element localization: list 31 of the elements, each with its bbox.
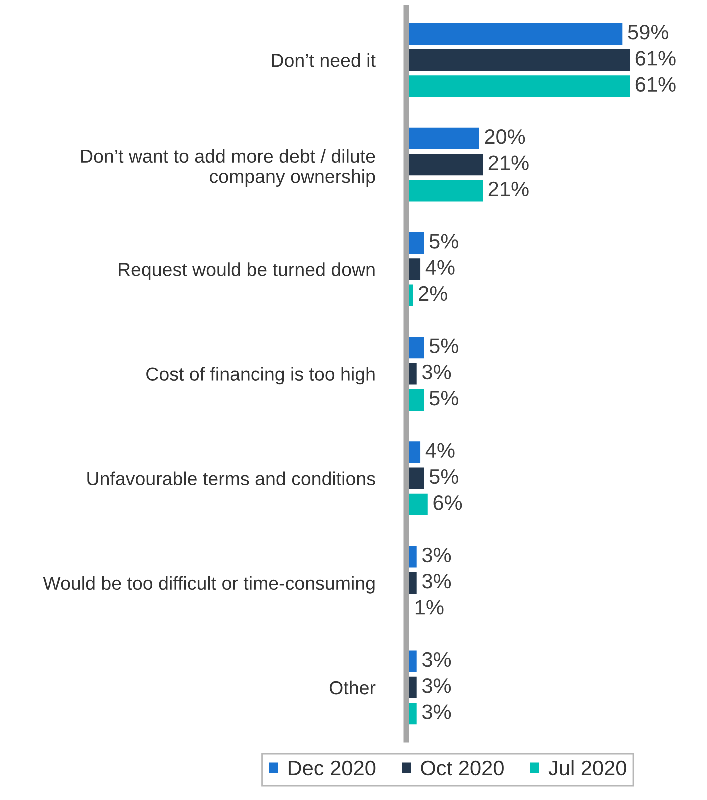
data-label: 59% (628, 24, 668, 40)
legend-label: Oct 2020 (421, 760, 504, 776)
y-tick-label: Don’t want to add more debt / dilute company ownership (82, 149, 376, 187)
data-label: 4% (426, 260, 455, 275)
y-tick-label: Cost of financing is too high (146, 367, 375, 385)
data-label: 1% (416, 600, 444, 615)
data-label: 3% (422, 548, 452, 563)
data-label: 61% (636, 51, 676, 66)
data-label: 3% (422, 652, 452, 668)
data-label: 4% (426, 443, 455, 458)
data-label: 3% (422, 364, 452, 380)
data-label: 2% (419, 286, 448, 302)
data-label: 21% (488, 156, 529, 170)
y-tick-label: Request would be turned down (119, 262, 375, 280)
data-label: 61% (636, 77, 676, 92)
y-tick-label: Don’t need it (272, 53, 376, 68)
y-tick-label: Other (330, 680, 376, 695)
legend-label: Jul 2020 (548, 760, 626, 776)
data-label: 3% (422, 678, 452, 694)
data-label: 5% (430, 338, 458, 354)
data-label: 3% (422, 574, 452, 589)
data-label: 20% (485, 130, 526, 144)
legend-label: Dec 2020 (288, 760, 376, 776)
data-label: 6% (434, 496, 462, 510)
y-tick-label: Would be too difficult or time-consuming (43, 576, 375, 594)
data-label: 5% (430, 470, 458, 484)
data-label: 5% (430, 391, 458, 406)
data-label: 3% (422, 704, 452, 720)
y-tick-label: Unfavourable terms and conditions (88, 472, 376, 486)
data-label: 21% (488, 182, 529, 197)
data-label: 5% (430, 234, 458, 249)
